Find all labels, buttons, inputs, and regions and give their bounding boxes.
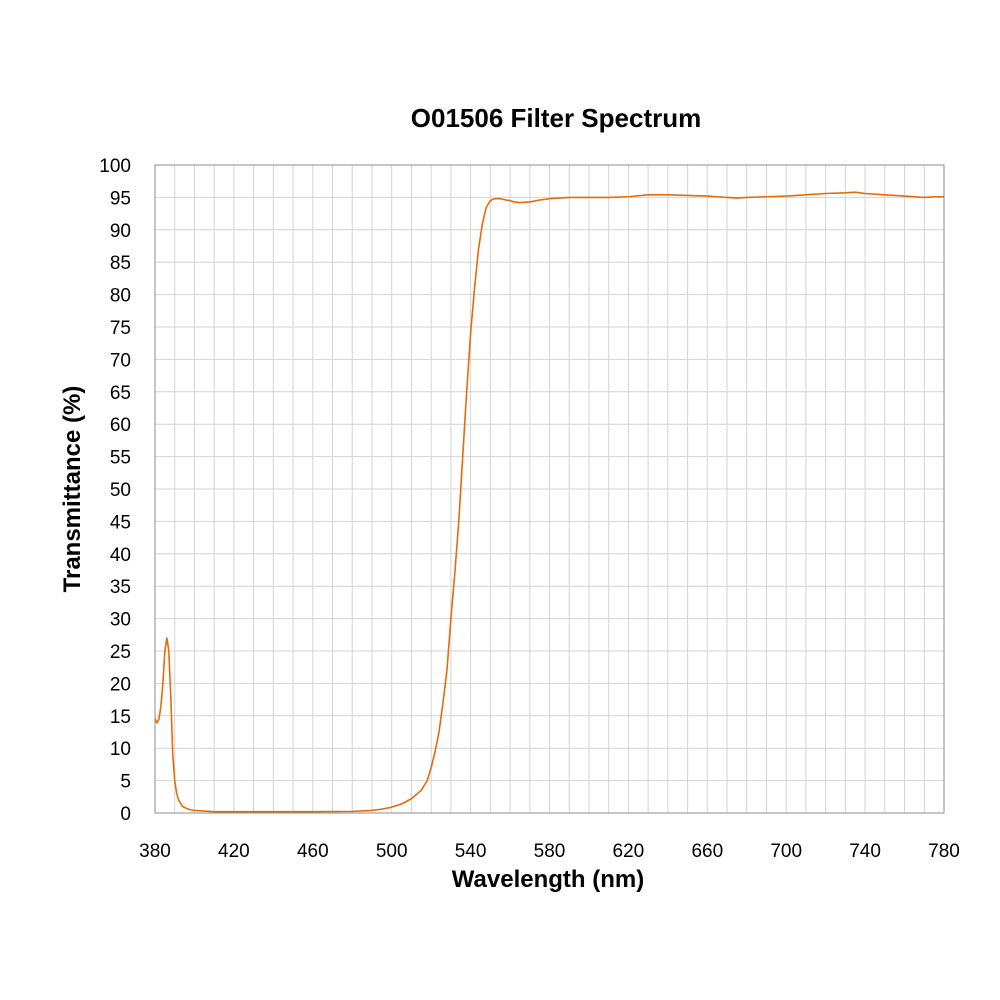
y-tick-label: 50	[110, 480, 131, 501]
y-tick-label: 80	[110, 286, 131, 307]
x-tick-label: 460	[297, 841, 329, 862]
y-tick-label: 65	[110, 383, 131, 404]
y-tick-label: 95	[110, 188, 131, 209]
y-tick-label: 25	[110, 642, 131, 663]
grid	[155, 165, 944, 813]
x-tick-label: 780	[928, 841, 960, 862]
y-axis-ticks: 0 5 10 15 20 25 30 35 40 45 50 55 60 65 70 75 80 85 90 95 10…	[99, 156, 131, 825]
y-tick-label: 55	[110, 448, 131, 469]
y-tick-label: 20	[110, 674, 131, 695]
x-tick-label: 540	[455, 841, 487, 862]
x-axis-ticks: 380 420 460 500 540 580 620 660 700 740 780	[139, 841, 960, 862]
x-tick-label: 700	[770, 841, 802, 862]
y-tick-label: 30	[110, 610, 131, 631]
y-tick-label: 85	[110, 253, 131, 274]
chart-title: O01506 Filter Spectrum	[411, 103, 701, 133]
y-tick-label: 45	[110, 512, 131, 533]
x-tick-label: 380	[139, 841, 171, 862]
y-tick-label: 10	[110, 739, 131, 760]
y-tick-label: 75	[110, 318, 131, 339]
x-tick-label: 500	[376, 841, 408, 862]
y-tick-label: 90	[110, 221, 131, 242]
y-tick-label: 100	[99, 156, 131, 177]
y-tick-label: 0	[120, 804, 131, 825]
y-tick-label: 5	[120, 772, 131, 793]
plot-frame	[154, 164, 945, 814]
y-tick-label: 70	[110, 350, 131, 371]
x-tick-label: 580	[534, 841, 566, 862]
transmittance-series-line	[154, 191, 944, 813]
y-tick-label: 60	[110, 415, 131, 436]
x-tick-label: 620	[613, 841, 645, 862]
y-tick-label: 40	[110, 545, 131, 566]
x-tick-label: 660	[691, 841, 723, 862]
x-tick-label: 740	[849, 841, 881, 862]
x-tick-label: 420	[218, 841, 250, 862]
y-tick-label: 15	[110, 707, 131, 728]
x-axis-label: Wavelength (nm)	[452, 866, 644, 893]
series-layer	[154, 191, 944, 813]
y-axis-label: Transmittance (%)	[59, 386, 86, 593]
y-tick-label: 35	[110, 577, 131, 598]
